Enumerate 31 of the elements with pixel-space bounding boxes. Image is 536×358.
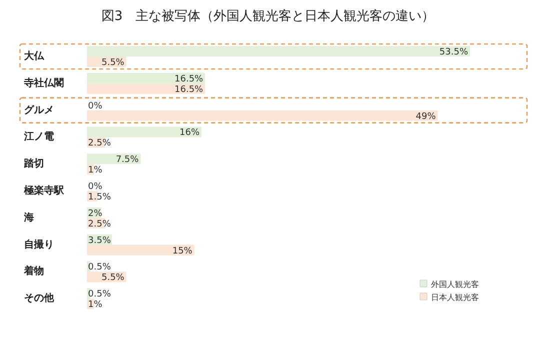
y-tick-label: 海 bbox=[23, 211, 34, 224]
data-label: 2.5% bbox=[88, 219, 112, 230]
data-label: 7.5% bbox=[116, 155, 140, 166]
y-tick-label: その他 bbox=[24, 292, 55, 304]
y-tick-label: 踏切 bbox=[23, 158, 44, 170]
data-label: 16.5% bbox=[174, 74, 204, 84]
data-label: 0% bbox=[88, 182, 103, 192]
data-label: 16% bbox=[180, 128, 200, 138]
data-label: 0.5% bbox=[88, 290, 112, 300]
y-tick-label: 極楽寺駅 bbox=[23, 184, 65, 196]
data-label: 0% bbox=[88, 101, 103, 112]
y-tick-label: 寺社仏閣 bbox=[23, 76, 64, 89]
y-tick-label: グルメ bbox=[24, 104, 54, 116]
y-tick-label: 大仏 bbox=[23, 50, 45, 62]
data-label: 5.5% bbox=[102, 273, 125, 284]
data-label: 15% bbox=[172, 246, 193, 256]
chart-title: 図3 主な被写体（外国人観光客と日本人観光客の違い） bbox=[101, 8, 435, 24]
data-label: 49% bbox=[416, 112, 436, 122]
y-tick-label: 自撮り bbox=[24, 238, 54, 250]
data-label: 1% bbox=[88, 166, 103, 176]
y-tick-label: 江ノ電 bbox=[23, 130, 54, 143]
data-label: 1% bbox=[88, 300, 103, 310]
legend-label: 外国人観光客 bbox=[431, 280, 479, 289]
data-label: 2.5% bbox=[88, 138, 112, 149]
data-label: 53.5% bbox=[439, 48, 468, 58]
y-tick-label: 着物 bbox=[23, 265, 44, 278]
legend-label: 日本人観光客 bbox=[431, 293, 479, 302]
data-label: 5.5% bbox=[102, 58, 125, 68]
data-label: 1.5% bbox=[88, 192, 112, 202]
data-label: 16.5% bbox=[174, 84, 204, 95]
data-label: 0.5% bbox=[88, 262, 112, 273]
